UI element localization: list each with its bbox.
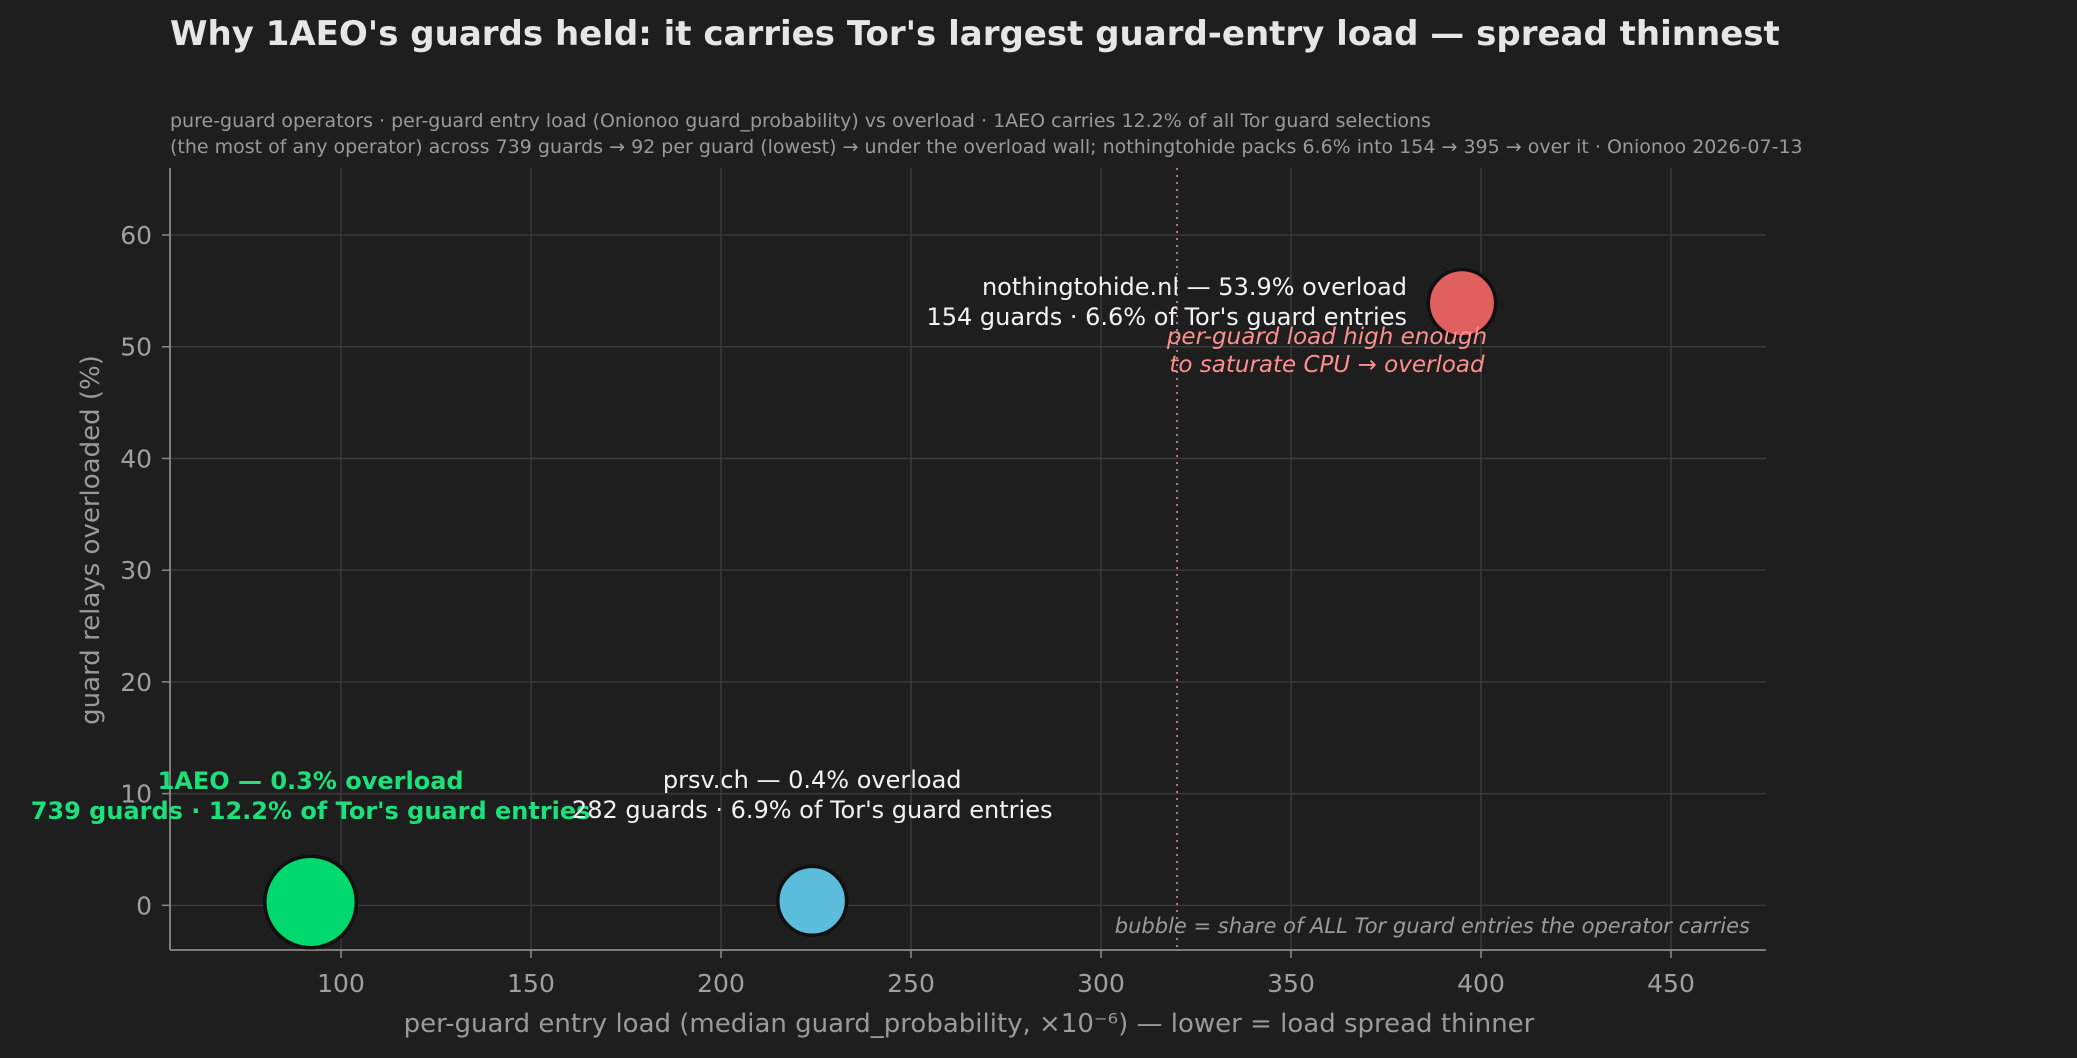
y-tick-label: 10 bbox=[120, 780, 152, 809]
grid-lines bbox=[170, 168, 1766, 950]
y-tick-label: 20 bbox=[120, 668, 152, 697]
y-tick-label: 0 bbox=[136, 891, 152, 920]
x-tick-label: 200 bbox=[697, 969, 745, 998]
point-label-title: prsv.ch — 0.4% overload bbox=[663, 766, 962, 794]
x-axis-label: per-guard entry load (median guard_proba… bbox=[404, 1009, 1535, 1039]
y-tick-label: 60 bbox=[120, 221, 152, 250]
bubble-nothingtohide-nl bbox=[1426, 267, 1498, 339]
x-tick-label: 350 bbox=[1267, 969, 1315, 998]
point-label-detail: 739 guards · 12.2% of Tor's guard entrie… bbox=[31, 797, 591, 825]
x-tick-label: 250 bbox=[887, 969, 935, 998]
y-tick-label: 40 bbox=[120, 444, 152, 473]
x-tick-label: 300 bbox=[1077, 969, 1125, 998]
wall-note-line-1: per-guard load high enough bbox=[1166, 324, 1487, 350]
bubble-size-note: bubble = share of ALL Tor guard entries … bbox=[1115, 914, 1750, 938]
axes bbox=[162, 168, 1766, 958]
bubble-prsv-ch bbox=[776, 864, 849, 938]
x-tick-label: 150 bbox=[507, 969, 555, 998]
point-label-title: 1AEO — 0.3% overload bbox=[158, 767, 464, 795]
x-tick-label: 100 bbox=[317, 969, 365, 998]
point-label-detail: 154 guards · 6.6% of Tor's guard entries bbox=[926, 303, 1407, 331]
point-label-title: nothingtohide.nl — 53.9% overload bbox=[982, 273, 1407, 301]
chart-subtitle-line-2: (the most of any operator) across 739 gu… bbox=[170, 136, 1803, 158]
tick-labels: 100 150 200 250 300 350 400 450 0 10 20 30 40 50 60 bbox=[120, 221, 1695, 998]
wall-note-line-2: to saturate CPU → overload bbox=[1169, 352, 1485, 378]
y-tick-label: 30 bbox=[120, 556, 152, 585]
data-points bbox=[263, 267, 1498, 950]
y-axis-label: guard relays overloaded (%) bbox=[76, 355, 106, 725]
point-label-detail: 282 guards · 6.9% of Tor's guard entries bbox=[572, 796, 1053, 824]
bubble-1aeo bbox=[263, 854, 359, 950]
chart-subtitle-line-1: pure-guard operators · per-guard entry l… bbox=[170, 110, 1431, 132]
chart-title: Why 1AEO's guards held: it carries Tor's… bbox=[170, 14, 1780, 54]
y-tick-label: 50 bbox=[120, 333, 152, 362]
x-tick-label: 450 bbox=[1647, 969, 1695, 998]
x-tick-label: 400 bbox=[1457, 969, 1505, 998]
